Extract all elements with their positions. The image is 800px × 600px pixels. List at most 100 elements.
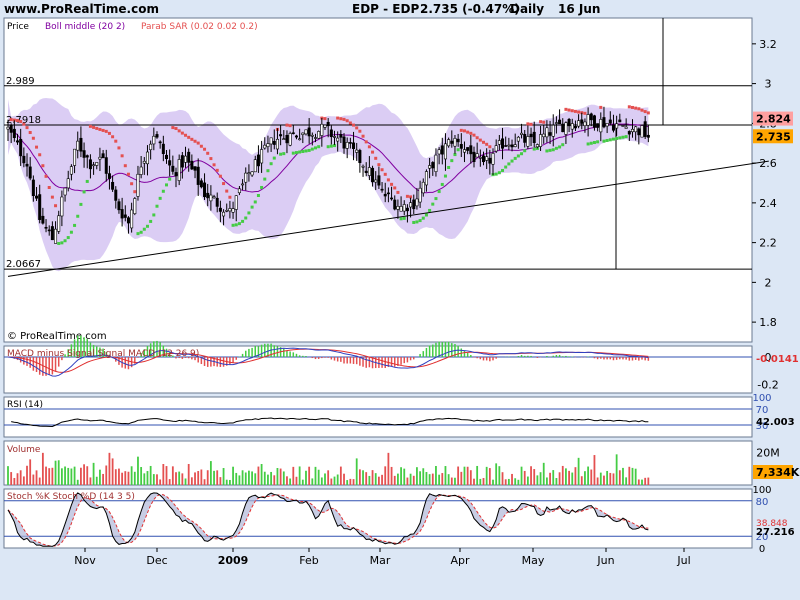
candle-body [520, 132, 524, 135]
sar-dot [367, 145, 371, 149]
price-tick-label: 2.6 [759, 157, 777, 170]
sar-dot [516, 154, 520, 158]
sar-dot [54, 204, 58, 208]
volume-bar [108, 452, 111, 485]
volume-bar [365, 472, 368, 485]
candle-body [92, 164, 96, 167]
volume-bar [584, 471, 586, 485]
sar-dot [126, 172, 130, 176]
sar-dot [190, 137, 194, 141]
sar-dot [501, 168, 505, 172]
volume-bar [498, 466, 501, 485]
volume-bar [80, 467, 82, 485]
candle-body [374, 179, 378, 183]
volume-bar [222, 468, 225, 485]
candle-body [456, 138, 460, 143]
sar-dot [9, 118, 13, 122]
sar-dot [136, 232, 140, 236]
sar-dot [282, 152, 286, 156]
price-tick-label: 1.8 [759, 316, 777, 329]
sar-dot [60, 241, 64, 245]
stoch-d-line [7, 494, 649, 547]
sar-dot [554, 146, 558, 150]
x-tick-label: 2009 [218, 554, 249, 567]
date-label: 16 Jun [558, 2, 601, 16]
sar-dot [79, 202, 83, 206]
volume-bar [89, 477, 92, 485]
candle-body [539, 134, 543, 147]
volume-bar [248, 470, 250, 485]
site-title[interactable]: www.ProRealTime.com [4, 2, 159, 16]
volume-bar [336, 474, 339, 485]
volume-bar [599, 472, 602, 485]
candle-body [73, 148, 77, 166]
sar-dot [428, 208, 432, 212]
sar-dot [485, 142, 489, 146]
volume-bar [371, 470, 374, 485]
candle-body [402, 204, 406, 212]
volume-bar [54, 460, 57, 485]
sar-dot [269, 162, 273, 166]
volume-bar [111, 458, 114, 485]
volume-bar [504, 479, 507, 485]
price-tick-label: 2.2 [759, 237, 777, 250]
candle-body [301, 132, 305, 135]
candle-body [136, 173, 140, 197]
sar-dot [646, 111, 650, 115]
candle-body [542, 133, 546, 138]
volume-bar [95, 476, 98, 485]
sar-dot [630, 105, 634, 109]
sar-dot [399, 217, 403, 221]
volume-bar [13, 477, 16, 485]
sar-dot [120, 154, 124, 158]
candle-body [551, 124, 555, 137]
stoch-tick-label: 0 [759, 544, 765, 555]
volume-bar [41, 452, 44, 485]
volume-bar [422, 468, 425, 485]
candle-body [253, 159, 257, 173]
volume-bar [381, 474, 383, 485]
volume-bar [416, 467, 418, 485]
volume-bar [308, 466, 311, 485]
sar-dot [589, 141, 593, 145]
sar-dot [513, 156, 517, 160]
volume-bar [526, 476, 529, 485]
candle-body [155, 134, 159, 138]
volume-bar [488, 468, 491, 485]
volume-bar [257, 466, 260, 485]
volume-bar [530, 466, 532, 485]
sar-dot [333, 144, 337, 148]
volume-bar [327, 470, 330, 485]
candle-body [380, 188, 384, 191]
volume-bar [587, 466, 590, 485]
candle-body [643, 121, 647, 137]
x-tick-label: Jun [596, 554, 614, 567]
volume-bar [83, 464, 85, 485]
candle-body [152, 135, 156, 145]
candle-body [256, 154, 260, 167]
sar-dot [63, 239, 67, 243]
candle-body [437, 149, 441, 155]
candle-body [111, 181, 115, 190]
candle-body [605, 123, 609, 127]
volume-bar [397, 473, 399, 485]
sar-dot [291, 151, 295, 155]
candle-body [428, 165, 432, 169]
sar-dot [180, 131, 184, 135]
sar-dot [50, 195, 54, 199]
sar-dot [133, 190, 137, 194]
volume-bar [200, 469, 203, 485]
volume-bar [298, 466, 301, 485]
candle-body [491, 153, 495, 165]
sar-dot [355, 126, 359, 130]
panel-sto [3, 488, 753, 549]
sar-dot [16, 119, 20, 123]
candle-body [608, 119, 612, 124]
sar-dot [561, 143, 565, 147]
rsi-value-label: 42.003 [756, 417, 795, 428]
candle-body [573, 125, 577, 129]
sar-dot [222, 182, 226, 186]
sar-dot [69, 230, 73, 234]
candle-body [168, 160, 172, 166]
